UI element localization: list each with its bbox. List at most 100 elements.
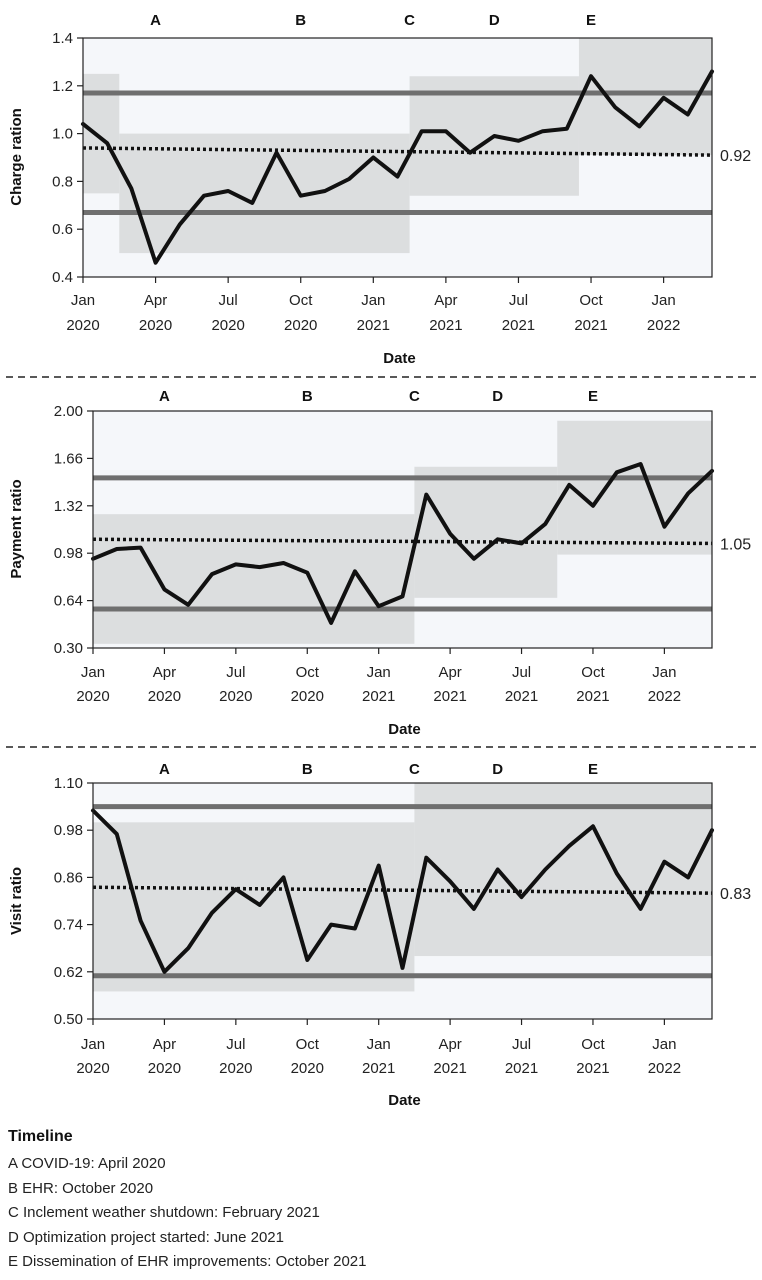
event-marker-e: E — [586, 12, 596, 29]
x-tick-label-year: 2020 — [284, 317, 317, 334]
x-axis-label: Date — [383, 350, 416, 367]
plot-frame — [92, 410, 713, 649]
event-marker-d: D — [492, 761, 503, 778]
center-line — [92, 885, 713, 895]
center-line-label: 0.92 — [720, 148, 751, 165]
x-tick-label-month: Oct — [289, 292, 313, 309]
y-tick-label: 1.2 — [52, 78, 73, 95]
x-axis-label: Date — [388, 721, 421, 738]
center-line — [82, 146, 713, 157]
x-tick-label-month: Jan — [81, 1036, 105, 1053]
x-tick-label-year: 2021 — [362, 688, 395, 705]
x-tick-label-month: Apr — [153, 664, 176, 681]
x-tick-label-year: 2020 — [219, 1060, 252, 1077]
y-tick-label: 0.6 — [52, 221, 73, 238]
y-tick-label: 0.50 — [54, 1011, 83, 1028]
x-tick-label-year: 2021 — [429, 317, 462, 334]
x-tick-label-year: 2021 — [357, 317, 390, 334]
center-line — [92, 537, 713, 546]
x-tick-label-month: Oct — [296, 664, 320, 681]
x-tick-label-year: 2020 — [291, 1060, 324, 1077]
y-tick-label: 0.98 — [54, 545, 83, 562]
x-tick-label-year: 2020 — [219, 688, 252, 705]
event-marker-e: E — [588, 761, 598, 778]
x-tick-label-year: 2020 — [76, 688, 109, 705]
x-tick-label-year: 2020 — [148, 688, 181, 705]
timeline-legend: Timeline A COVID-19: April 2020 B EHR: O… — [8, 1128, 748, 1275]
x-tick-label-month: Jul — [226, 1036, 245, 1053]
x-tick-label-month: Oct — [296, 1036, 320, 1053]
y-tick-label: 0.30 — [54, 640, 83, 657]
y-tick-label: 0.74 — [54, 917, 83, 934]
chart-panel-1: 0.4 0.6 0.8 1.0 1.2 1.4 Jan 2020 Apr 2020 Jul 2020 O… — [8, 12, 751, 367]
x-tick-label-year: 2020 — [139, 317, 172, 334]
center-line-label: 0.83 — [720, 886, 751, 903]
event-marker-c: C — [409, 388, 420, 405]
x-tick-label-year: 2021 — [502, 317, 535, 334]
y-tick-label: 0.86 — [54, 869, 83, 886]
x-tick-label-month: Jul — [509, 292, 528, 309]
x-tick-label-year: 2020 — [66, 317, 99, 334]
x-tick-label-year: 2020 — [76, 1060, 109, 1077]
control-charts: 0.4 0.6 0.8 1.0 1.2 1.4 Jan 2020 Apr 2020 Jul 2020 O… — [6, 12, 756, 1109]
x-tick-label-month: Apr — [144, 292, 167, 309]
control-band — [578, 38, 712, 156]
x-tick-label-year: 2020 — [291, 688, 324, 705]
y-tick-label: 1.0 — [52, 126, 73, 143]
x-tick-label-year: 2022 — [648, 1060, 681, 1077]
x-tick-label-month: Jan — [71, 292, 95, 309]
event-marker-a: A — [159, 388, 170, 405]
x-tick-label-month: Jan — [361, 292, 385, 309]
x-tick-label-month: Apr — [434, 292, 457, 309]
x-tick-label-year: 2021 — [505, 1060, 538, 1077]
x-tick-label-month: Apr — [153, 1036, 176, 1053]
x-tick-label-year: 2021 — [574, 317, 607, 334]
x-tick-label-month: Jul — [512, 664, 531, 681]
y-tick-label: 2.00 — [54, 403, 83, 420]
event-marker-b: B — [302, 761, 313, 778]
event-marker-a: A — [150, 12, 161, 29]
y-tick-label: 1.10 — [54, 775, 83, 792]
event-marker-d: D — [489, 12, 500, 29]
event-marker-a: A — [159, 761, 170, 778]
x-tick-label-month: Oct — [579, 292, 603, 309]
timeline-item-c: C Inclement weather shutdown: February 2… — [8, 1204, 320, 1221]
x-tick-label-year: 2021 — [505, 688, 538, 705]
series-line — [91, 462, 714, 625]
x-tick-label-year: 2021 — [576, 688, 609, 705]
x-tick-label-month: Jan — [367, 1036, 391, 1053]
x-tick-label-year: 2021 — [433, 1060, 466, 1077]
plot-frame — [92, 782, 713, 1020]
x-tick-label-year: 2021 — [433, 688, 466, 705]
timeline-item-e: E Dissemination of EHR improvements: Oct… — [8, 1253, 367, 1270]
event-marker-c: C — [409, 761, 420, 778]
x-tick-label-year: 2022 — [647, 317, 680, 334]
y-tick-label: 1.32 — [54, 498, 83, 515]
series-line — [91, 808, 714, 974]
plot-frame — [82, 37, 713, 278]
event-marker-b: B — [295, 12, 306, 29]
x-tick-label-month: Jan — [81, 664, 105, 681]
x-tick-label-month: Jan — [652, 292, 676, 309]
y-tick-label: 1.4 — [52, 30, 73, 47]
chart-panel-2: 0.30 0.64 0.98 1.32 1.66 2.00 Jan 2020 Apr 2020 Ju… — [8, 388, 751, 738]
x-tick-label-month: Jan — [367, 664, 391, 681]
event-marker-d: D — [492, 388, 503, 405]
timeline-item-a: A COVID-19: April 2020 — [8, 1155, 166, 1172]
timeline-title: Timeline — [8, 1128, 73, 1145]
y-axis-label: Payment ratio — [8, 479, 25, 578]
x-tick-label-year: 2022 — [648, 688, 681, 705]
y-tick-label: 0.4 — [52, 269, 73, 286]
x-tick-label-year: 2020 — [148, 1060, 181, 1077]
x-tick-label-month: Apr — [438, 1036, 461, 1053]
timeline-item-d: D Optimization project started: June 202… — [8, 1228, 284, 1246]
y-tick-label: 0.64 — [54, 593, 83, 610]
control-band — [93, 514, 415, 644]
x-tick-label-month: Jul — [226, 664, 245, 681]
y-tick-label: 0.98 — [54, 822, 83, 839]
x-tick-label-year: 2020 — [211, 317, 244, 334]
x-tick-label-month: Jan — [652, 1036, 676, 1053]
x-tick-label-year: 2021 — [362, 1060, 395, 1077]
chart-panel-3: 0.50 0.62 0.74 0.86 0.98 1.10 Jan 2020 Apr 2020 Ju… — [8, 761, 751, 1109]
y-axis-label: Visit ratio — [8, 867, 25, 935]
